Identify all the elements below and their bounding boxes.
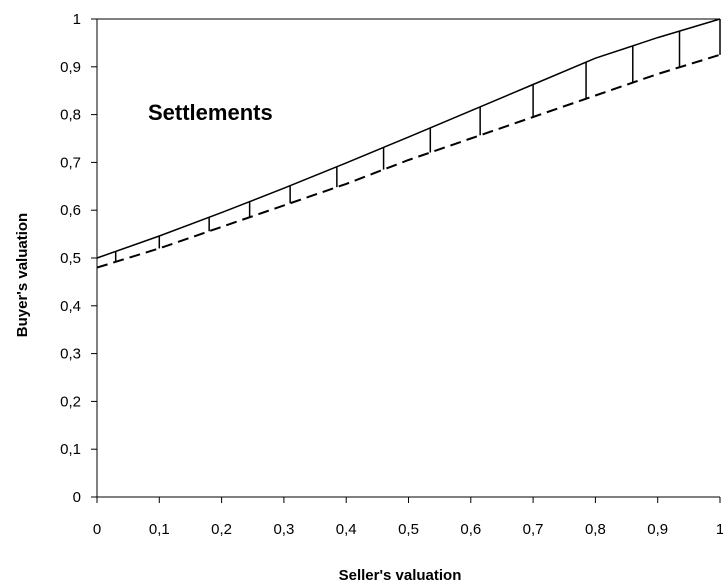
- x-tick-label: 0,1: [149, 521, 170, 538]
- y-tick-label: 0,2: [60, 393, 81, 410]
- axes: [91, 18, 721, 503]
- y-tick-label: 0,6: [60, 202, 81, 219]
- x-tick-label: 0,9: [647, 521, 668, 538]
- y-tick-labels: 0 0,1 0,2 0,3 0,4 0,5 0,6 0,7 0,8 0,9 1: [60, 11, 81, 506]
- x-tick-label: 0,2: [211, 521, 232, 538]
- x-tick-label: 1: [716, 521, 723, 538]
- x-tick-label: 0,5: [398, 521, 419, 538]
- settlements-annotation: Settlements: [148, 100, 273, 125]
- y-tick-label: 0,1: [60, 441, 81, 458]
- x-tick-labels: 0 0,1 0,2 0,3 0,4 0,5 0,6 0,7 0,8 0,9 1: [93, 521, 723, 538]
- y-tick-label: 0,9: [60, 59, 81, 76]
- y-axis-title: Buyer's valuation: [14, 213, 31, 337]
- y-tick-label: 0: [73, 489, 81, 506]
- solid-series-line: [96, 18, 721, 259]
- x-tick-label: 0: [93, 521, 101, 538]
- y-tick-label: 0,8: [60, 107, 81, 124]
- x-axis-title: Seller's valuation: [339, 567, 462, 584]
- series-lines: [96, 18, 721, 269]
- dashed-series-line: [96, 53, 721, 269]
- x-tick-label: 0,3: [273, 521, 294, 538]
- y-tick-label: 0,7: [60, 154, 81, 171]
- y-tick-label: 0,4: [60, 298, 81, 315]
- y-tick-label: 1: [73, 11, 81, 28]
- settlement-markers: [114, 19, 721, 262]
- y-tick-label: 0,5: [60, 250, 81, 267]
- x-tick-label: 0,6: [460, 521, 481, 538]
- y-tick-label: 0,3: [60, 346, 81, 363]
- x-tick-label: 0,7: [523, 521, 544, 538]
- x-tick-label: 0,4: [336, 521, 357, 538]
- x-tick-label: 0,8: [585, 521, 606, 538]
